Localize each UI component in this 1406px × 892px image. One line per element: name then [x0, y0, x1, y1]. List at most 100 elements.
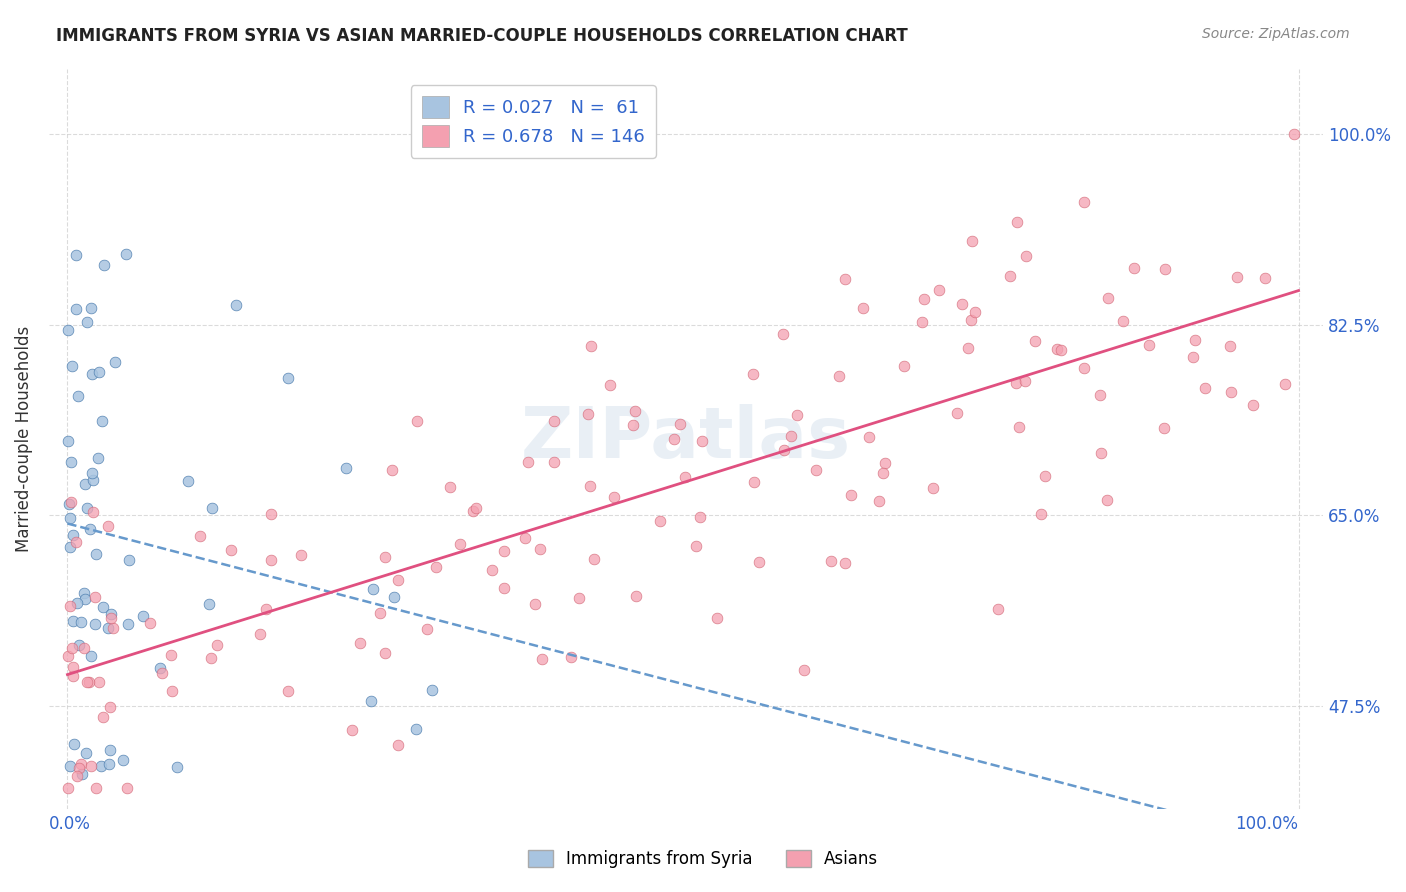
- Point: [690, 434, 713, 448]
- Point: [786, 408, 808, 422]
- Point: [1253, 270, 1275, 285]
- Point: [624, 590, 647, 604]
- Point: [65, 302, 87, 317]
- Point: [77, 674, 100, 689]
- Point: [70, 766, 93, 780]
- Point: [1274, 377, 1296, 392]
- Point: [648, 514, 671, 528]
- Point: [115, 780, 138, 795]
- Point: [872, 466, 894, 480]
- Point: [1153, 421, 1175, 435]
- Point: [624, 403, 647, 417]
- Point: [73, 641, 96, 656]
- Point: [1226, 270, 1249, 285]
- Point: [62, 669, 84, 683]
- Point: [387, 739, 409, 753]
- Point: [998, 268, 1021, 283]
- Point: [82, 505, 104, 519]
- Point: [1182, 350, 1205, 364]
- Point: [1097, 291, 1119, 305]
- Text: 0.0%: 0.0%: [49, 814, 91, 833]
- Point: [420, 683, 443, 698]
- Point: [1004, 376, 1026, 390]
- Point: [60, 359, 83, 373]
- Point: [62, 660, 84, 674]
- Point: [254, 602, 277, 616]
- Point: [513, 531, 536, 545]
- Y-axis label: Married-couple Households: Married-couple Households: [15, 326, 32, 552]
- Point: [361, 582, 384, 596]
- Point: [188, 529, 211, 543]
- Point: [67, 761, 90, 775]
- Point: [360, 694, 382, 708]
- Point: [1049, 343, 1071, 358]
- Point: [543, 414, 565, 428]
- Point: [70, 615, 93, 630]
- Legend: Immigrants from Syria, Asians: Immigrants from Syria, Asians: [522, 843, 884, 875]
- Point: [80, 301, 103, 316]
- Point: [662, 432, 685, 446]
- Point: [90, 759, 112, 773]
- Point: [669, 417, 692, 431]
- Point: [568, 591, 591, 605]
- Point: [160, 684, 183, 698]
- Point: [439, 480, 461, 494]
- Point: [93, 258, 115, 272]
- Point: [62, 527, 84, 541]
- Point: [560, 650, 582, 665]
- Point: [1088, 388, 1111, 402]
- Point: [875, 457, 897, 471]
- Point: [98, 743, 121, 757]
- Point: [260, 508, 283, 522]
- Point: [911, 315, 934, 329]
- Point: [1194, 381, 1216, 395]
- Point: [87, 675, 110, 690]
- Point: [56, 649, 79, 664]
- Point: [277, 370, 299, 384]
- Point: [56, 323, 79, 337]
- Point: [581, 339, 603, 353]
- Point: [65, 534, 87, 549]
- Point: [76, 500, 98, 515]
- Point: [368, 607, 391, 621]
- Point: [76, 674, 98, 689]
- Point: [117, 617, 139, 632]
- Point: [91, 600, 114, 615]
- Point: [97, 621, 120, 635]
- Point: [82, 367, 104, 381]
- Point: [530, 652, 553, 666]
- Point: [200, 651, 222, 665]
- Point: [84, 590, 107, 604]
- Point: [685, 539, 707, 553]
- Point: [80, 759, 103, 773]
- Point: [1153, 261, 1175, 276]
- Point: [82, 473, 104, 487]
- Point: [893, 359, 915, 374]
- Point: [1031, 507, 1053, 521]
- Point: [56, 780, 79, 795]
- Point: [779, 428, 801, 442]
- Point: [62, 640, 84, 655]
- Point: [956, 341, 979, 355]
- Point: [100, 607, 122, 622]
- Point: [772, 326, 794, 341]
- Point: [1014, 374, 1036, 388]
- Point: [852, 301, 875, 316]
- Point: [820, 554, 842, 568]
- Point: [425, 560, 447, 574]
- Point: [1219, 338, 1241, 352]
- Point: [804, 463, 827, 477]
- Point: [75, 746, 97, 760]
- Point: [1090, 446, 1112, 460]
- Point: [950, 297, 973, 311]
- Point: [249, 627, 271, 641]
- Point: [773, 443, 796, 458]
- Point: [118, 553, 141, 567]
- Point: [75, 476, 97, 491]
- Point: [60, 495, 83, 509]
- Point: [65, 248, 87, 262]
- Point: [1241, 398, 1264, 412]
- Point: [139, 616, 162, 631]
- Point: [465, 501, 488, 516]
- Point: [76, 315, 98, 329]
